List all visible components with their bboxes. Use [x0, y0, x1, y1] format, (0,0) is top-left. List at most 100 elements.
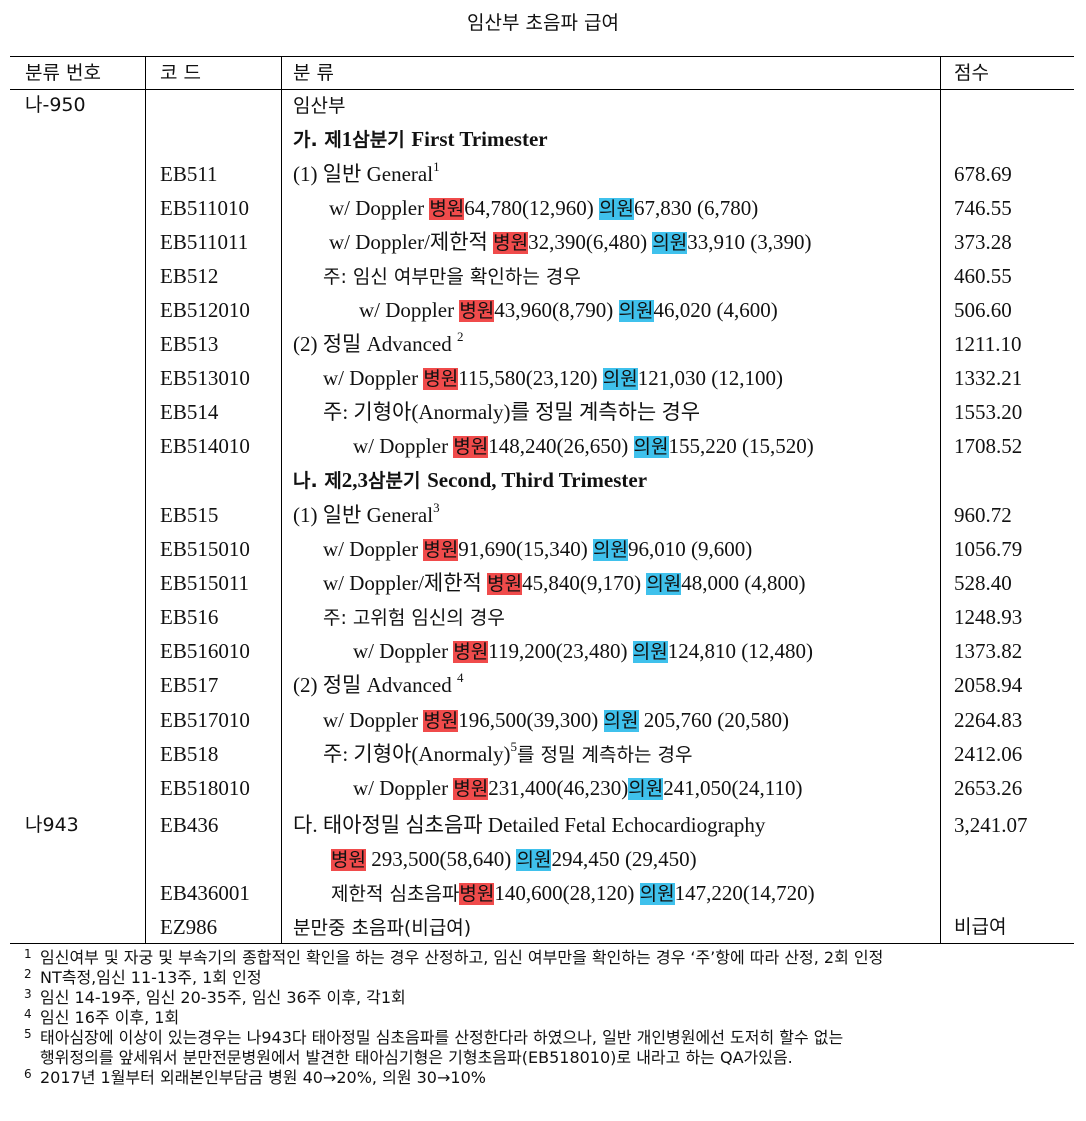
clinic-label: 의원 — [639, 883, 675, 905]
footnote: 4 임신 16주 이후, 1회 — [24, 1007, 1079, 1028]
score-cell: 746.55 — [954, 196, 1012, 220]
section-english: First Trimester — [411, 127, 548, 151]
classification-text: (2) 정밀 Advanced — [293, 332, 458, 356]
table-row: EB513 (2) 정밀 Advanced 2 1211.10 — [0, 327, 1086, 361]
hospital-fee: 293,500(58,640) — [365, 847, 517, 871]
score-cell: 1332.21 — [954, 366, 1023, 390]
clinic-fee: 124,810 (12,480) — [667, 639, 813, 663]
code-cell: EB515010 — [160, 537, 250, 561]
classification-cell: 분만중 초음파(비급여) — [293, 910, 471, 944]
classification-text: w/ Doppler — [353, 776, 454, 800]
hospital-fee: 196,500(39,300) — [458, 708, 604, 732]
classification-cell: 주: 임신 여부만을 확인하는 경우 — [293, 259, 581, 293]
code-cell: EB518 — [160, 742, 219, 766]
classification-text: w/ Doppler — [323, 537, 424, 561]
footnote-ref: 3 — [433, 500, 440, 515]
footnote-text: NT측정,임신 11-13주, 1회 인정 — [40, 968, 262, 987]
table-row: EB518010 w/ Doppler 병원231,400(46,230)의원24… — [0, 771, 1086, 805]
table-row: EZ986 분만중 초음파(비급여) 비급여 — [0, 910, 1086, 944]
classification-text: w/ Doppler — [323, 366, 424, 390]
table-row: EB511 (1) 일반 General1 678.69 — [0, 157, 1086, 191]
hospital-label: 병원 — [423, 539, 459, 561]
category-cell: 나-950 — [25, 94, 86, 116]
score-cell: 2653.26 — [954, 776, 1023, 800]
table-row: EB518 주: 기형아(Anormaly)5를 정밀 계측하는 경우 2412.0… — [0, 737, 1086, 771]
footnote: 1 임신여부 및 자궁 및 부속기의 종합적인 확인을 하는 경우 산정하고, 임… — [24, 947, 1079, 968]
clinic-label: 의원 — [628, 778, 664, 800]
code-cell: EZ986 — [160, 915, 218, 939]
classification-cell: w/ Doppler 병원119,200(23,480) 의원124,810 (… — [293, 634, 813, 668]
classification-text: 제한적 심초음파 — [331, 883, 460, 905]
code-cell: EB514010 — [160, 434, 250, 458]
section-prefix: 나. 제 — [293, 470, 342, 492]
table-header-rule — [10, 89, 1074, 90]
classification-cell: w/ Doppler 병원91,690(15,340) 의원96,010 (9,… — [293, 532, 752, 566]
classification-text: 분만중 초음파(비급여) — [293, 917, 472, 939]
score-cell: 678.69 — [954, 162, 1012, 186]
footnote-text-continued: 행위정의를 앞세워서 분만전문병원에서 발견한 태아심기형은 기형초음파(EB5… — [40, 1048, 793, 1067]
table-row: EB517010 w/ Doppler 병원196,500(39,300) 의원 … — [0, 703, 1086, 737]
clinic-fee: 67,830 (6,780) — [634, 196, 759, 220]
classification-cell: (1) 일반 General3 — [293, 498, 440, 532]
hospital-label: 병원 — [453, 641, 489, 663]
clinic-label: 의원 — [516, 849, 552, 871]
section-english: Second, Third Trimester — [427, 468, 648, 492]
footnote-number: 6 — [24, 1067, 32, 1081]
classification-text: w/ Doppler — [353, 434, 454, 458]
classification-text: w/ Doppler — [329, 196, 430, 220]
classification-text: 주: 기형아(Anormaly) — [323, 742, 511, 766]
hospital-fee: 140,600(28,120) — [494, 881, 640, 905]
score-cell: 1553.20 — [954, 400, 1023, 424]
score-cell: 506.60 — [954, 298, 1012, 322]
clinic-label: 의원 — [618, 300, 654, 322]
hospital-fee: 115,580(23,120) — [458, 366, 603, 390]
classification-text: (1) 일반 General — [293, 503, 434, 527]
section-number: 2,3 — [341, 468, 369, 492]
score-cell: 2264.83 — [954, 708, 1023, 732]
hospital-label: 병원 — [459, 300, 495, 322]
clinic-fee: 205,760 (20,580) — [638, 708, 790, 732]
classification-cell: w/ Doppler 병원115,580(23,120) 의원121,030 (… — [293, 361, 783, 395]
clinic-label: 의원 — [603, 710, 639, 732]
table-row: EB517 (2) 정밀 Advanced 4 2058.94 — [0, 668, 1086, 702]
score-cell: 1248.93 — [954, 605, 1023, 629]
score-cell: 2412.06 — [954, 742, 1023, 766]
classification-cell: 제한적 심초음파병원140,600(28,120) 의원147,220(14,7… — [293, 876, 815, 910]
clinic-fee: 121,030 (12,100) — [637, 366, 783, 390]
classification-text: 임산부 — [293, 95, 346, 117]
table-row: EB514 주: 기형아(Anormaly)를 정밀 계측하는 경우 1553.20 — [0, 395, 1086, 429]
footnote-number: 5 — [24, 1027, 32, 1041]
hospital-label: 병원 — [423, 368, 459, 390]
clinic-fee: 294,450 (29,450) — [551, 847, 697, 871]
section-number: 1 — [341, 127, 353, 151]
footnote-text: 2017년 1월부터 외래본인부담금 병원 40→20%, 의원 30→10% — [40, 1068, 486, 1087]
header-classification: 분 류 — [293, 62, 334, 84]
classification-text: w/ Doppler — [323, 708, 424, 732]
clinic-label: 의원 — [632, 641, 668, 663]
classification-cell: w/ Doppler 병원196,500(39,300) 의원 205,760 … — [293, 703, 789, 737]
footnote-ref: 2 — [457, 329, 464, 344]
code-cell: EB518010 — [160, 776, 250, 800]
code-cell: EB436001 — [160, 881, 250, 905]
code-cell: EB515011 — [160, 571, 250, 595]
clinic-label: 의원 — [599, 198, 635, 220]
classification-cell: 나. 제2,3삼분기 Second, Third Trimester — [293, 463, 647, 497]
code-cell: EB436 — [160, 813, 219, 837]
hospital-fee: 231,400(46,230) — [488, 776, 629, 800]
classification-cell: 가. 제1삼분기 First Trimester — [293, 122, 548, 156]
clinic-label: 의원 — [633, 436, 669, 458]
code-cell: EB517010 — [160, 708, 250, 732]
table-row: EB515010 w/ Doppler 병원91,690(15,340) 의원96… — [0, 532, 1086, 566]
footnote: 3 임신 14-19주, 임신 20-35주, 임신 36주 이후, 각1회 — [24, 987, 1079, 1008]
footnote-text: 임신여부 및 자궁 및 부속기의 종합적인 확인을 하는 경우 산정하고, 임신… — [40, 948, 884, 967]
hospital-label: 병원 — [429, 198, 465, 220]
table-row: EB513010 w/ Doppler 병원115,580(23,120) 의원1… — [0, 361, 1086, 395]
hospital-label: 병원 — [493, 232, 529, 254]
classification-cell: w/ Doppler 병원231,400(46,230)의원241,050(24… — [293, 771, 802, 805]
classification-cell: 병원 293,500(58,640) 의원294,450 (29,450) — [293, 842, 697, 876]
code-cell: EB513010 — [160, 366, 250, 390]
classification-text-continued: 를 정밀 계측하는 경우 — [517, 744, 693, 766]
column-divider — [940, 56, 941, 943]
classification-text: w/ Doppler/제한적 — [323, 571, 488, 595]
section-prefix: 가. 제 — [293, 129, 342, 151]
